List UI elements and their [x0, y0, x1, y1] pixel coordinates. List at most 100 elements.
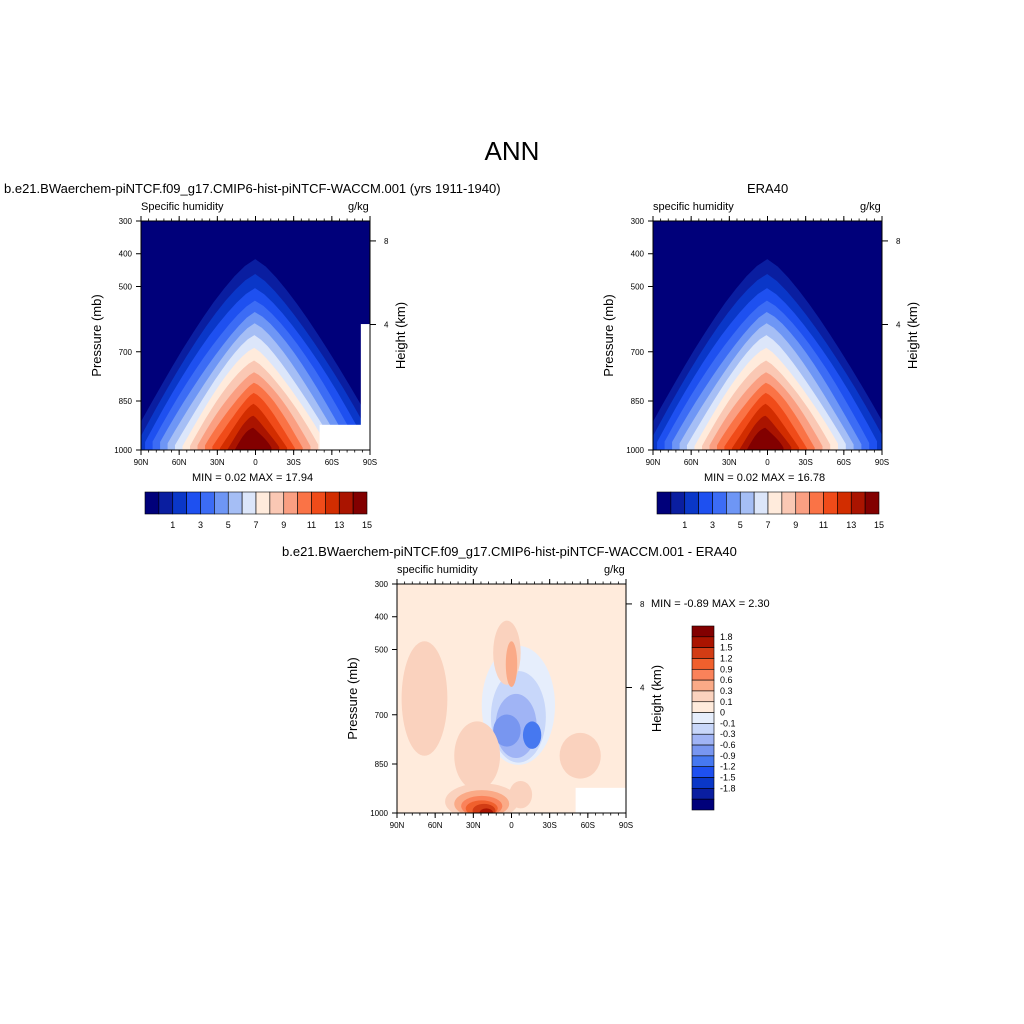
y2-tick-label: 8: [896, 237, 901, 246]
colorbar-swatch: [352, 491, 368, 515]
panel1-plot: 90N 60N 30N 0 30S 60S 90S 300 400 500 700 850 1000 8 4…: [89, 216, 408, 467]
colorbar-swatch: [691, 625, 715, 638]
panel2-right-label: g/kg: [860, 201, 881, 213]
colorbar-swatch: [753, 491, 769, 515]
colorbar-label: -0.1: [720, 718, 736, 728]
colorbar-label: 0.1: [720, 697, 733, 707]
colorbar-swatch: [823, 491, 838, 515]
contour-region-4: [522, 721, 542, 749]
colorbar-swatch: [283, 491, 298, 515]
y-tick-label: 850: [631, 397, 645, 406]
panel3-stats: MIN = -0.89 MAX = 2.30: [651, 598, 770, 610]
colorbar-label: 1.8: [720, 632, 733, 642]
figure-title: ANN: [484, 136, 540, 166]
colorbar-label: 7: [765, 520, 770, 530]
x-tick-label: 90S: [875, 458, 889, 467]
x-tick-label: 30N: [466, 821, 481, 830]
colorbar-label: 9: [793, 520, 798, 530]
colorbar-swatch: [691, 766, 715, 778]
x-tick-label: 30S: [287, 458, 301, 467]
y-tick-label: 1000: [626, 446, 644, 455]
colorbar-label: -1.8: [720, 783, 736, 793]
colorbar-swatch: [691, 701, 715, 713]
panel3-title: b.e21.BWaerchem-piNTCF.f09_g17.CMIP6-his…: [282, 544, 737, 559]
y-tick-label: 500: [631, 282, 645, 291]
colorbar-label: 1.5: [720, 643, 733, 653]
colorbar-swatch: [241, 491, 257, 515]
x-tick-label: 90S: [619, 821, 633, 830]
colorbar-swatch: [338, 491, 354, 515]
field-area: [397, 584, 626, 813]
y2-tick-label: 4: [640, 684, 645, 693]
y-tick-label: 400: [631, 250, 645, 259]
x-tick-label: 30N: [210, 458, 225, 467]
colorbar-swatch: [158, 491, 174, 515]
colorbar-label: 1.2: [720, 653, 733, 663]
colorbar-swatch: [837, 491, 852, 515]
colorbar-swatch: [691, 658, 715, 670]
colorbar-label: 15: [362, 520, 372, 530]
y2-tick-label: 4: [384, 321, 389, 330]
contour-region-17: [509, 780, 533, 809]
colorbar-label: -0.6: [720, 740, 736, 750]
contour-level-15: [746, 427, 784, 450]
panel1-title: b.e21.BWaerchem-piNTCF.f09_g17.CMIP6-his…: [4, 181, 501, 196]
colorbar-swatch: [809, 491, 824, 515]
y-tick-label: 1000: [370, 809, 388, 818]
y-tick-label: 300: [631, 217, 645, 226]
colorbar-label: -0.9: [720, 751, 736, 761]
panel1-colorbar: 1 3 5 7 9 11 13 15: [144, 491, 372, 530]
panel1-stats: MIN = 0.02 MAX = 17.94: [192, 472, 314, 484]
x-tick-label: 0: [253, 458, 258, 467]
colorbar-swatch: [670, 491, 686, 515]
y-axis-title: Pressure (mb): [345, 657, 360, 739]
colorbar-label: 5: [226, 520, 231, 530]
x-tick-label: 90N: [646, 458, 661, 467]
contour-region-16: [479, 808, 494, 813]
colorbar-label: 5: [738, 520, 743, 530]
colorbar-swatch: [691, 647, 715, 659]
colorbar-label: 1: [170, 520, 175, 530]
x-tick-label: 60N: [428, 821, 443, 830]
colorbar-swatch: [269, 491, 285, 515]
panel2-colorbar: 1 3 5 7 9 11 13 15: [656, 491, 884, 530]
missing-data-mask: [360, 324, 370, 450]
panel2-plot: 90N 60N 30N 0 30S 60S 90S 300 400 500 700 850 1000 8 4…: [601, 216, 920, 467]
y-tick-label: 500: [119, 282, 133, 291]
x-tick-label: 60S: [837, 458, 851, 467]
panel2-title: ERA40: [747, 181, 789, 196]
x-tick-label: 0: [509, 821, 514, 830]
y-tick-label: 500: [375, 645, 389, 654]
colorbar-label: 3: [710, 520, 715, 530]
colorbar-swatch: [795, 491, 810, 515]
x-tick-label: 0: [765, 458, 770, 467]
y-tick-label: 700: [119, 348, 133, 357]
y-tick-label: 300: [375, 580, 389, 589]
colorbar-swatch: [172, 491, 187, 515]
x-tick-label: 30S: [799, 458, 813, 467]
panel3-left-label: specific humidity: [397, 564, 478, 576]
colorbar-label: 13: [334, 520, 344, 530]
colorbar-label: 1: [682, 520, 687, 530]
colorbar-swatch: [144, 491, 160, 515]
x-tick-label: 90N: [134, 458, 149, 467]
contour-region-7: [505, 641, 518, 688]
missing-data-mask: [575, 787, 626, 813]
x-tick-label: 60S: [581, 821, 595, 830]
panel3-plot: 90N 60N 30N 0 30S 60S 90S 300 400 500 700 850 1000 8 4…: [345, 579, 664, 830]
colorbar-swatch: [712, 491, 727, 515]
colorbar-swatch: [325, 491, 340, 515]
colorbar-swatch: [698, 491, 713, 515]
colorbar-swatch: [691, 755, 715, 768]
contour-region-8: [454, 721, 501, 791]
y2-axis-title: Height (km): [905, 302, 920, 369]
panel2-left-label: specific humidity: [653, 201, 734, 213]
panel1-right-label: g/kg: [348, 201, 369, 213]
colorbar-label: 3: [198, 520, 203, 530]
colorbar-label: 15: [874, 520, 884, 530]
colorbar-label: 0: [720, 708, 725, 718]
y2-tick-label: 8: [384, 237, 389, 246]
x-tick-label: 60S: [325, 458, 339, 467]
y-axis-title: Pressure (mb): [601, 294, 616, 376]
